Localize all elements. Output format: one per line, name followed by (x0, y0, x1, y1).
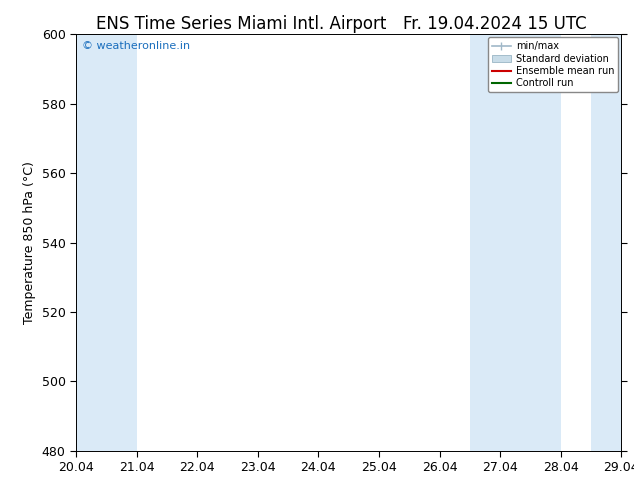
Bar (76, 34, 137, 451)
Text: Fr. 19.04.2024 15 UTC: Fr. 19.04.2024 15 UTC (403, 15, 586, 33)
Y-axis label: Temperature 850 hPa (°C): Temperature 850 hPa (°C) (23, 161, 36, 324)
Bar (591, 34, 634, 451)
Text: © weatheronline.in: © weatheronline.in (82, 41, 190, 50)
Legend: min/max, Standard deviation, Ensemble mean run, Controll run: min/max, Standard deviation, Ensemble me… (488, 37, 618, 92)
Text: ENS Time Series Miami Intl. Airport: ENS Time Series Miami Intl. Airport (96, 15, 386, 33)
Bar (470, 34, 560, 451)
